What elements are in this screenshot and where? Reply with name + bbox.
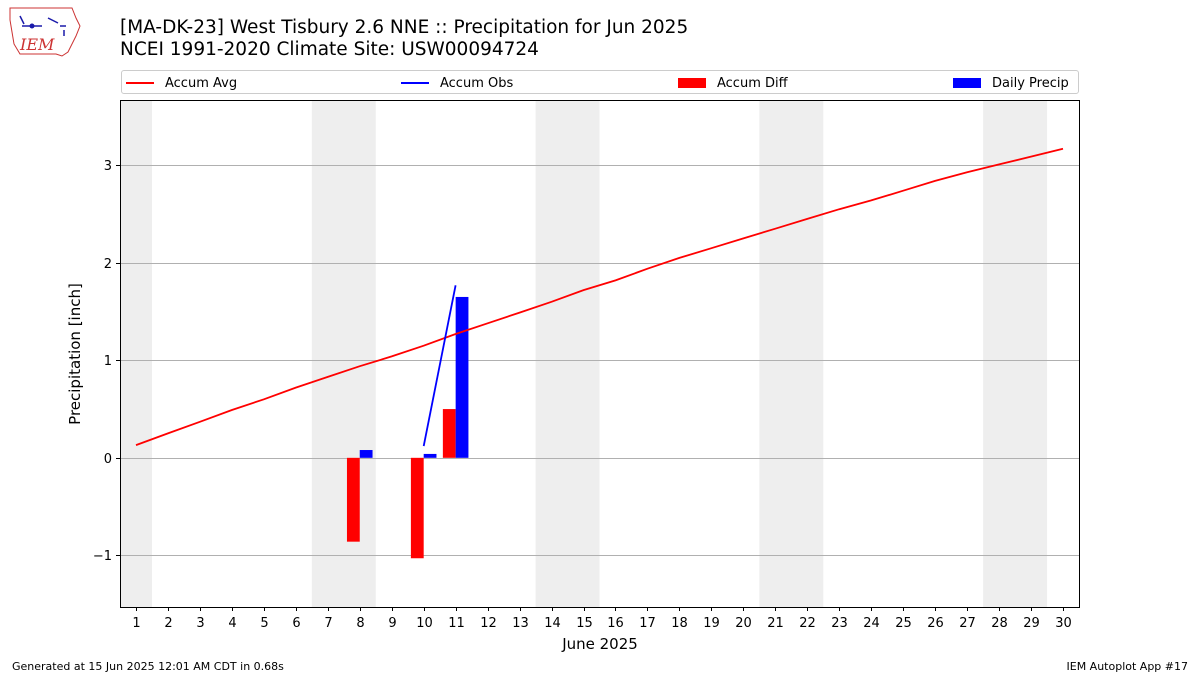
x-tick-label: 12 [480,616,497,631]
weekend-shade-2 [535,100,600,607]
x-tick-label: 9 [388,616,396,631]
legend-label-accum-avg: Accum Avg [165,75,238,91]
chart-subtitle: NCEI 1991-2020 Climate Site: USW00094724 [120,39,539,60]
y-tick-label: 0 [104,452,112,467]
legend-label-accum-diff: Accum Diff [717,75,788,91]
x-tick-label: 20 [735,616,752,631]
weekend-shading-group [120,100,1048,607]
x-tick-label: 22 [799,616,816,631]
y-tick-label: −1 [93,549,112,564]
x-tick-label: 14 [544,616,561,631]
x-tick-label: 7 [324,616,332,631]
chart-title: [MA-DK-23] West Tisbury 2.6 NNE :: Preci… [120,17,689,38]
x-tick-label: 17 [639,616,656,631]
x-tick-label: 30 [1055,616,1072,631]
legend-label-daily-precip: Daily Precip [992,75,1069,91]
plot-frame [120,100,1080,608]
x-tick-label: 18 [671,616,688,631]
x-tick-label: 26 [927,616,944,631]
x-tick-label: 19 [703,616,720,631]
x-tick-label: 2 [164,616,172,631]
weekend-shade-1 [311,100,376,607]
weekend-shade-0 [120,100,152,607]
gridlines-group [120,165,1079,556]
x-tick-label: 16 [607,616,624,631]
weekend-shade-3 [759,100,824,607]
x-tick-label: 4 [228,616,236,631]
weekend-shade-4 [983,100,1048,607]
y-tick-label: 3 [104,159,112,174]
x-tick-label: 27 [959,616,976,631]
line-accum-obs [422,285,457,447]
footer-generated-text: Generated at 15 Jun 2025 12:01 AM CDT in… [12,660,284,673]
bar-accum-diff-day-8 [346,457,360,542]
y-tick-label: 1 [104,354,112,369]
lines-group [135,147,1064,447]
x-tick-label: 11 [448,616,465,631]
x-tick-label: 3 [196,616,204,631]
x-tick-label: 13 [512,616,529,631]
y-axis-label: Precipitation [inch] [66,283,84,425]
legend: Accum Avg Accum Obs Accum Diff Daily Pre… [121,70,1079,94]
x-tick-label: 8 [356,616,364,631]
legend-swatch-accum-obs [401,82,429,84]
y-tick-label: 2 [104,257,112,272]
x-tick-label: 25 [895,616,912,631]
bar-daily-precip-day-10 [423,453,437,458]
legend-swatch-accum-diff [678,78,706,88]
x-tick-label: 6 [292,616,300,631]
bar-accum-diff-day-11 [442,409,456,458]
x-tick-label: 24 [863,616,880,631]
weather-symbols-icon [19,15,66,36]
x-tick-label: 29 [1023,616,1040,631]
legend-item-daily-precip: Daily Precip [953,75,1069,91]
x-tick-label: 23 [831,616,848,631]
iowa-state-outline [9,7,81,57]
bar-daily-precip-day-8 [359,450,373,458]
x-tick-label: 10 [416,616,433,631]
x-tick-label: 1 [132,616,140,631]
bar-daily-precip-day-11 [455,296,469,458]
footer-app-text: IEM Autoplot App #17 [1066,660,1189,673]
x-tick-label: 15 [576,616,593,631]
x-tick-label: 21 [767,616,784,631]
x-axis-label: June 2025 [561,635,638,653]
x-tick-label: 28 [991,616,1008,631]
line-accum-avg [135,147,1064,446]
legend-item-accum-obs: Accum Obs [401,75,513,91]
legend-item-accum-avg: Accum Avg [126,75,237,91]
logo-text: IEM [19,35,55,54]
bars-group [346,296,469,559]
legend-item-accum-diff: Accum Diff [678,75,788,91]
legend-label-accum-obs: Accum Obs [440,75,514,91]
legend-swatch-daily-precip [953,78,981,88]
legend-swatch-accum-avg [126,82,154,84]
x-tick-label: 5 [260,616,268,631]
bar-accum-diff-day-10 [410,457,424,559]
iem-logo: IEM [9,7,81,57]
